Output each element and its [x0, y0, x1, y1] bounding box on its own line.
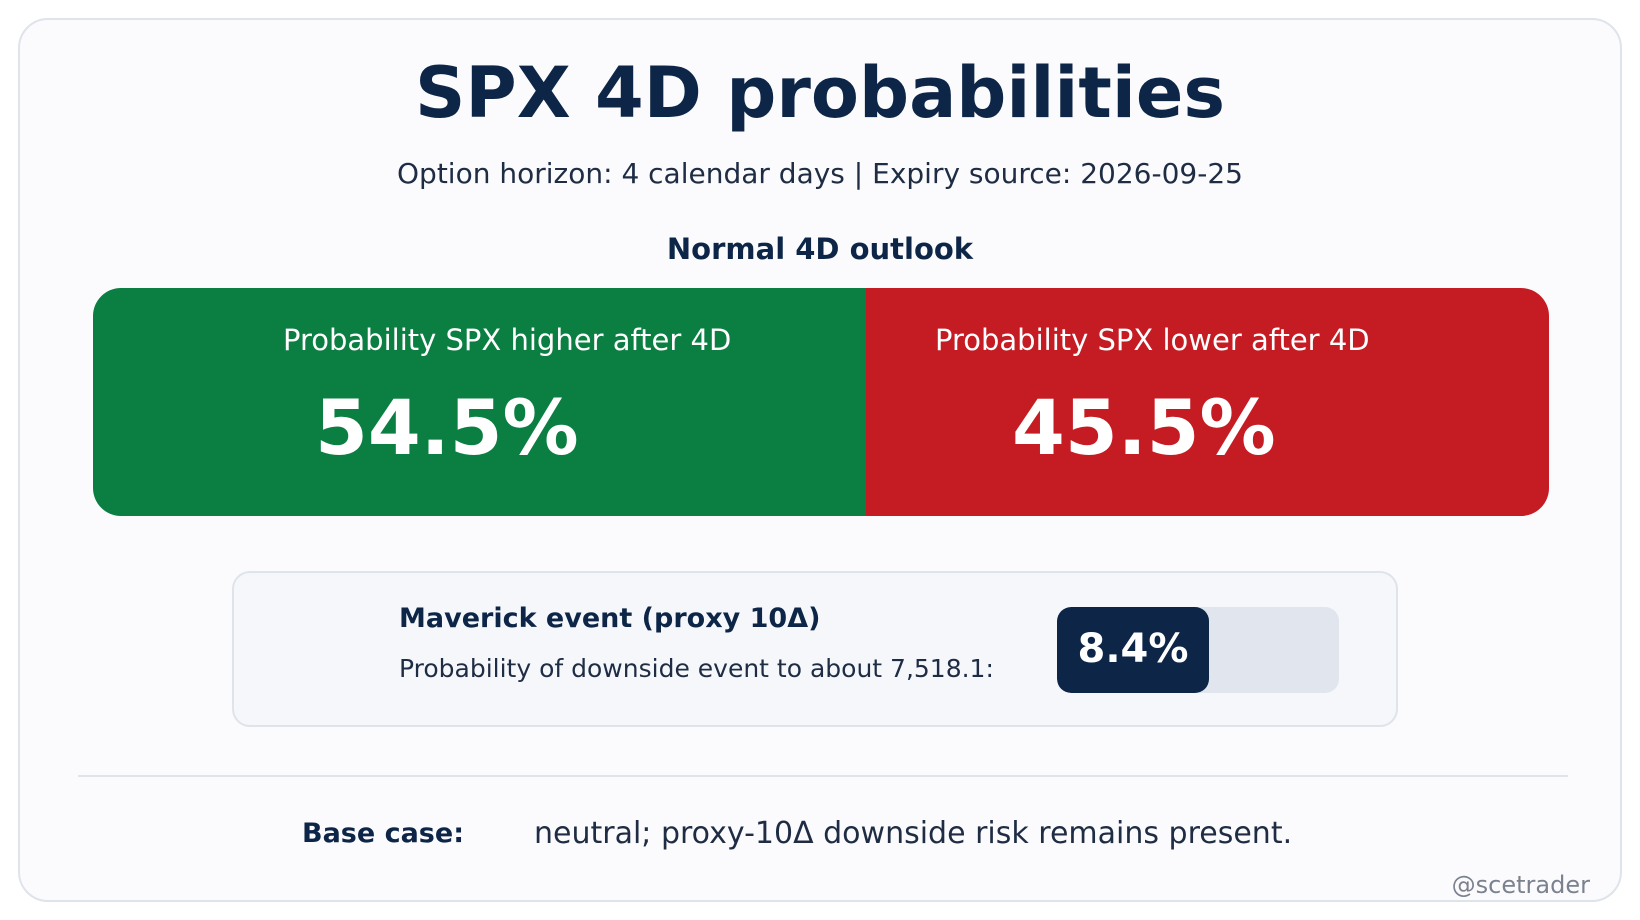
outlook-split-bar: Probability SPX higher after 4D 54.5% Pr… [93, 288, 1549, 516]
maverick-value: 8.4% [1077, 626, 1189, 672]
base-case-label: Base case: [302, 818, 464, 849]
maverick-description: Probability of downside event to about 7… [399, 654, 994, 683]
page-title: SPX 4D probabilities [415, 52, 1225, 134]
probability-card: SPX 4D probabilities Option horizon: 4 c… [18, 18, 1622, 902]
outlook-heading: Normal 4D outlook [666, 232, 974, 266]
base-case-text: neutral; proxy-10Δ downside risk remains… [534, 816, 1293, 851]
maverick-gauge-fill [1057, 607, 1209, 693]
page-subtitle: Option horizon: 4 calendar days | Expiry… [397, 157, 1243, 190]
lower-probability-panel: Probability SPX lower after 4D 45.5% [866, 288, 1549, 516]
footer-divider [78, 775, 1568, 777]
maverick-title: Maverick event (proxy 10Δ) [399, 603, 821, 634]
maverick-event-box: Maverick event (proxy 10Δ) Probability o… [232, 571, 1398, 727]
lower-probability-label: Probability SPX lower after 4D [935, 323, 1370, 357]
maverick-gauge: 8.4% [1057, 607, 1339, 693]
higher-probability-value: 54.5% [315, 383, 579, 472]
lower-probability-value: 45.5% [1012, 383, 1276, 472]
higher-probability-label: Probability SPX higher after 4D [283, 323, 732, 357]
author-handle: @scetrader [1451, 871, 1590, 899]
higher-probability-panel: Probability SPX higher after 4D 54.5% [93, 288, 866, 516]
